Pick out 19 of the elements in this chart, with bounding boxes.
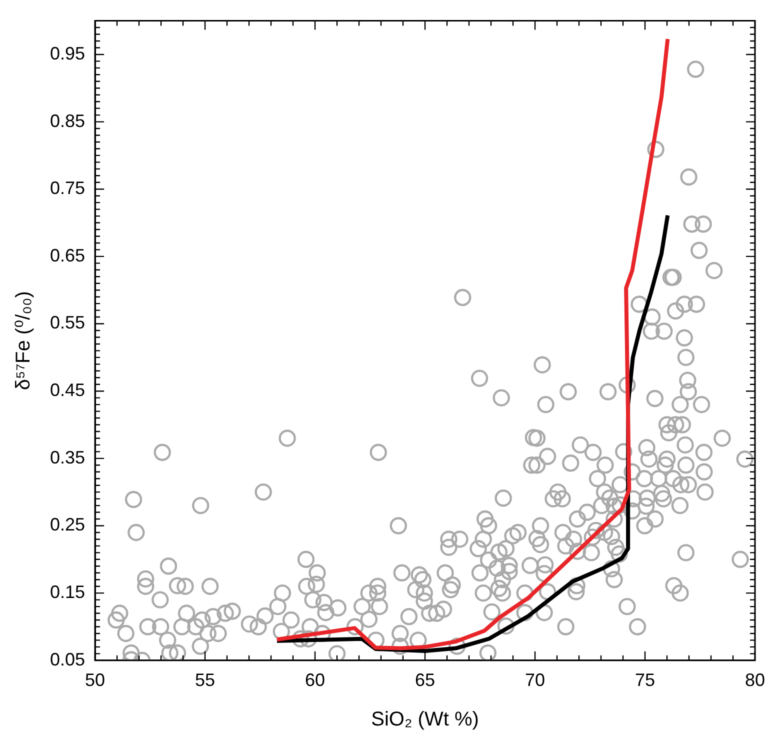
x-tick-label: 70	[524, 670, 546, 690]
y-axis-title: δ⁵⁷Fe (⁰/₀₀)	[12, 291, 35, 390]
x-tick-label: 65	[414, 670, 436, 690]
x-tick-label: 80	[744, 670, 766, 690]
y-tick-label: 0.15	[50, 582, 86, 602]
y-tick-label: 0.35	[50, 447, 86, 468]
x-tick-label: 55	[195, 670, 216, 690]
y-tick-label: 0.25	[50, 514, 86, 535]
x-tick-label: 60	[305, 670, 326, 690]
x-tick-label: 75	[634, 670, 656, 690]
y-tick-label: 0.75	[50, 178, 86, 198]
y-tick-label: 0.65	[50, 245, 86, 266]
x-tick-label: 50	[85, 670, 106, 690]
y-tick-label: 0.95	[50, 43, 86, 64]
y-tick-label: 0.05	[50, 649, 86, 670]
y-tick-label: 0.85	[50, 110, 86, 131]
y-tick-label: 0.55	[50, 312, 86, 333]
y-tick-label: 0.45	[50, 380, 86, 400]
x-axis-title: SiO₂ (Wt %)	[371, 708, 479, 731]
